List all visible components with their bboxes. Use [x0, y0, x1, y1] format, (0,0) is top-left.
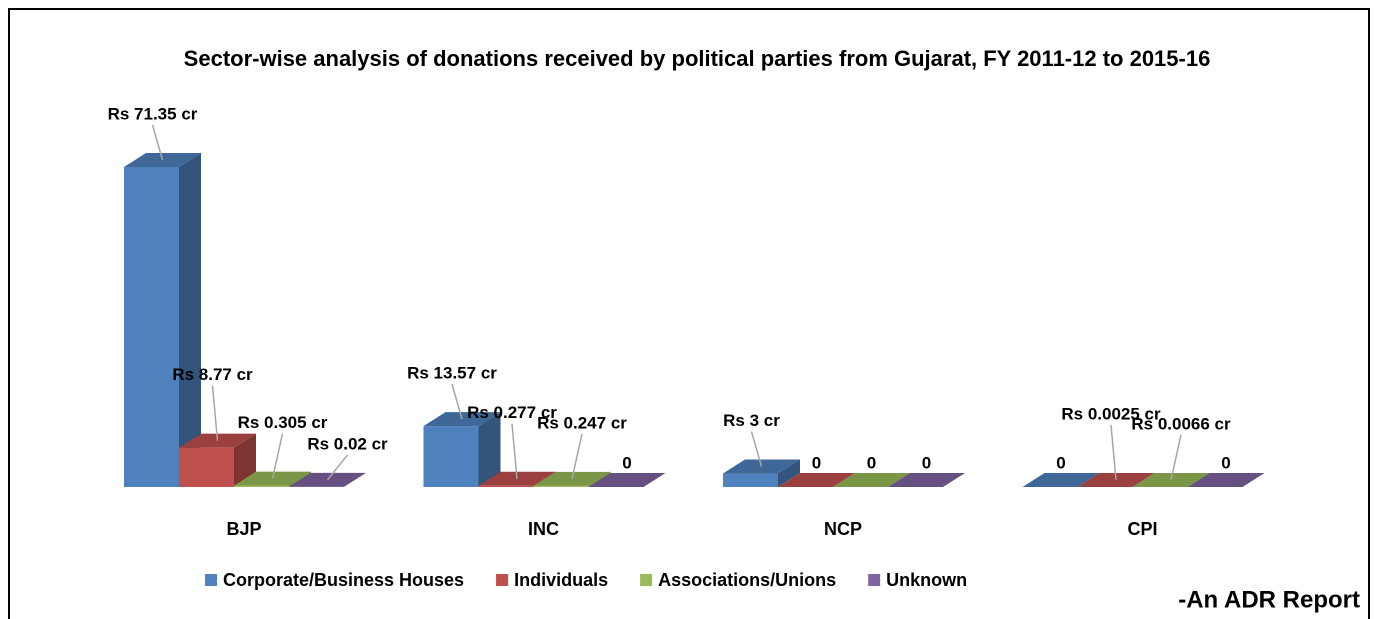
x-tick-label: NCP [824, 519, 862, 539]
leader-line [750, 431, 763, 467]
leader-line [571, 433, 583, 480]
bar-front [478, 485, 534, 487]
data-label: 0 [812, 453, 821, 472]
leader-line [151, 124, 164, 161]
x-tick-label: INC [528, 519, 559, 539]
leader-line [271, 433, 284, 479]
bar-side [179, 153, 201, 487]
legend-label: Corporate/Business Houses [223, 570, 464, 590]
data-label: Rs 71.35 cr [108, 104, 198, 123]
x-tick-label: CPI [1127, 519, 1157, 539]
data-label: Rs 0.277 cr [467, 403, 557, 422]
leader-line [1110, 424, 1117, 481]
data-label: Rs 3 cr [723, 411, 780, 430]
data-label: 0 [867, 453, 876, 472]
leader-line [326, 454, 349, 481]
bar-front [234, 485, 289, 487]
leader-line [211, 385, 219, 441]
legend-label: Individuals [514, 570, 608, 590]
bar-top [588, 473, 666, 487]
data-label: Rs 0.0066 cr [1131, 414, 1231, 433]
bar-front [124, 167, 179, 487]
data-label: Rs 0.02 cr [307, 434, 388, 453]
source-note: -An ADR Report [1178, 586, 1360, 613]
data-label: 0 [1056, 453, 1065, 472]
legend-swatch [868, 574, 881, 586]
leader-line [451, 383, 463, 420]
x-tick-label: BJP [226, 519, 261, 539]
data-label: Rs 0.0025 cr [1061, 404, 1161, 423]
bar-side [588, 471, 611, 487]
bar-top [778, 473, 855, 487]
bar-front [533, 485, 589, 487]
legend-swatch [640, 574, 653, 586]
data-label: Rs 13.57 cr [407, 364, 497, 383]
bar-top [888, 473, 965, 487]
legend-swatch [205, 574, 217, 586]
chart-title: Sector-wise analysis of donations receiv… [184, 46, 1211, 71]
bar-top [833, 473, 910, 487]
legend-label: Associations/Unions [658, 570, 836, 590]
leader-line [511, 423, 518, 479]
data-label: Rs 0.247 cr [537, 413, 627, 432]
data-label: Rs 8.77 cr [172, 365, 253, 384]
bar-top [1022, 473, 1100, 487]
bar-side [289, 471, 311, 487]
bar-front [723, 473, 778, 487]
bar-front [423, 426, 479, 487]
bar-side [478, 412, 501, 487]
data-label: Rs 0.305 cr [238, 413, 328, 432]
legend-swatch [496, 574, 509, 586]
frame [8, 8, 1370, 619]
bar-front [179, 447, 234, 487]
bar-top [1187, 473, 1265, 487]
bar-side [234, 433, 256, 487]
data-label: 0 [922, 453, 931, 472]
legend-label: Unknown [886, 570, 967, 590]
bar-side [778, 459, 800, 487]
data-label: 0 [1221, 453, 1230, 472]
data-label: 0 [622, 453, 631, 472]
leader-line [1170, 434, 1182, 481]
